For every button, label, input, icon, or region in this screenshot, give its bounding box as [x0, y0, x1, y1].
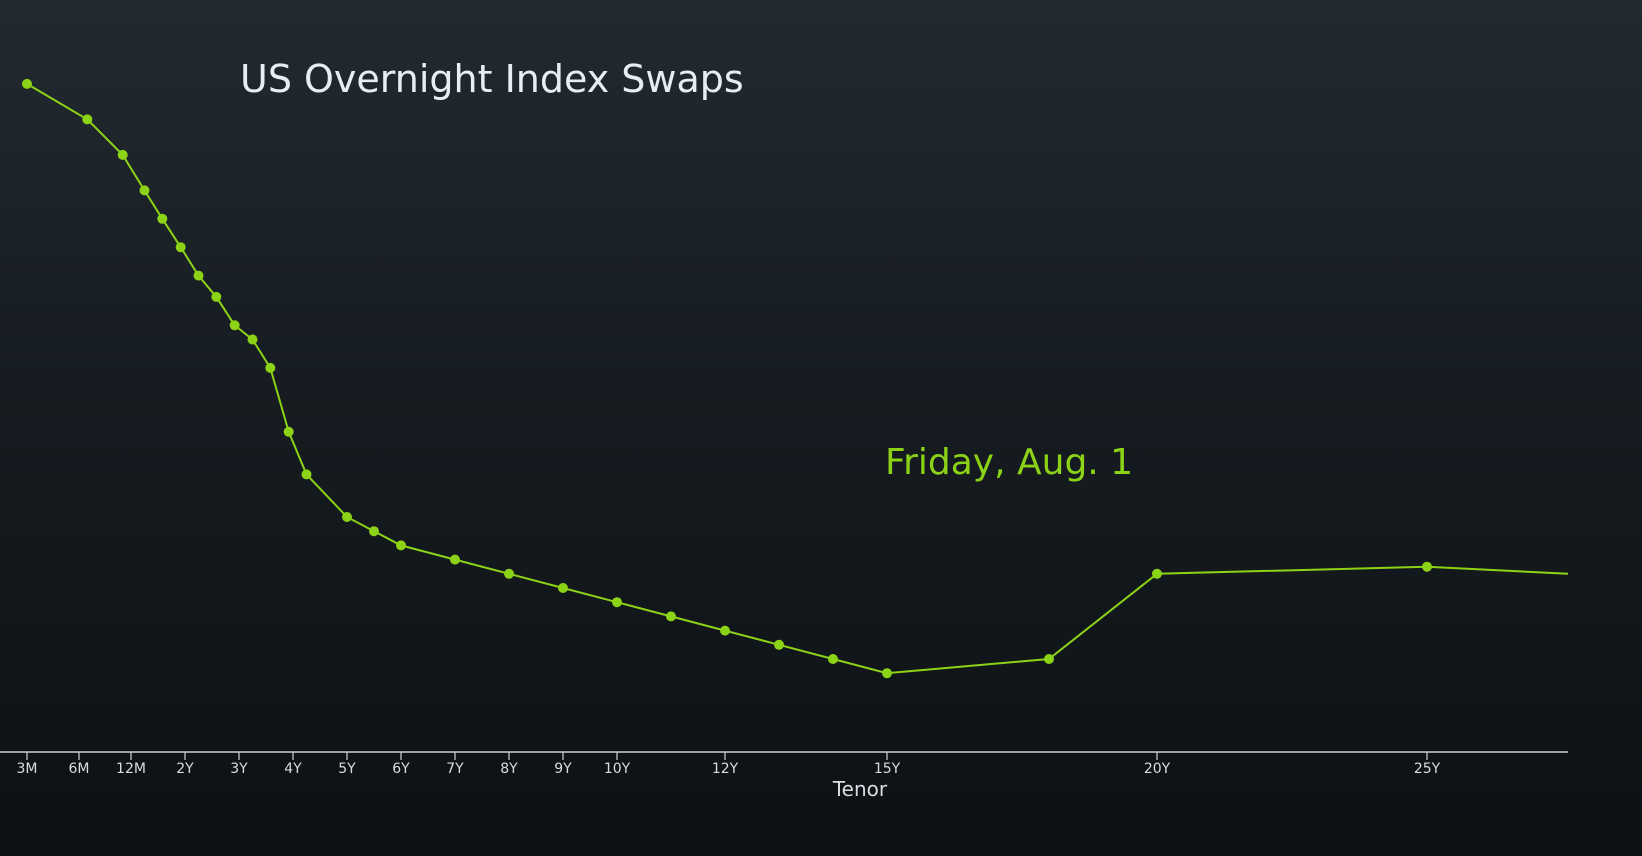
series-point	[175, 242, 186, 253]
x-tick-label: 4Y	[284, 761, 302, 777]
series-point	[117, 149, 128, 160]
series-point	[612, 597, 622, 608]
x-tick-label: 3M	[17, 761, 38, 777]
x-tick-label: 2Y	[176, 761, 194, 777]
series-point	[774, 639, 784, 650]
ois-chart: US Overnight Index Swaps 3M 6M 12M 2Y 3Y 4Y 5Y…	[0, 57, 1568, 801]
series-point	[265, 362, 276, 373]
series-point	[211, 291, 222, 302]
x-axis-label: Tenor	[832, 777, 888, 801]
series-point	[193, 270, 204, 281]
series-point	[369, 526, 379, 537]
series-point	[666, 611, 676, 622]
x-tick-label: 6M	[69, 761, 90, 777]
series-point	[1044, 654, 1054, 664]
series-point	[342, 512, 352, 522]
series-point	[22, 78, 32, 89]
series-point	[396, 540, 406, 551]
x-tick-label: 20Y	[1144, 761, 1171, 777]
legend: Friday, Aug. 1	[885, 442, 1133, 483]
series-point	[882, 668, 892, 679]
x-axis-ticks: 3M 6M 12M 2Y 3Y 4Y 5Y 6Y 7Y 8Y 9Y 10Y 12Y 15Y 20Y 25Y	[17, 752, 1441, 777]
x-tick-label: 3Y	[230, 761, 248, 777]
series-point	[1152, 568, 1162, 579]
chart-title: US Overnight Index Swaps	[240, 57, 744, 101]
series-point	[720, 625, 730, 636]
series-point	[1422, 561, 1432, 572]
series-point	[504, 568, 514, 579]
series-layer	[22, 78, 1568, 679]
series-point	[450, 554, 460, 565]
series-point	[828, 654, 838, 664]
series-point	[558, 583, 568, 593]
series-1	[22, 78, 1568, 679]
series-point	[301, 469, 312, 480]
x-tick-label: 5Y	[338, 761, 356, 777]
x-tick-label: 12Y	[712, 761, 739, 777]
series-line	[26, 83, 1568, 675]
x-tick-label: 12M	[116, 761, 146, 777]
series-point	[283, 426, 294, 437]
x-tick-label: 9Y	[554, 761, 572, 777]
series-point	[157, 213, 168, 224]
series-point	[247, 334, 258, 345]
series-point	[229, 320, 240, 331]
chart-stage: US Overnight Index Swaps 3M 6M 12M 2Y 3Y 4Y 5Y…	[0, 57, 1568, 801]
x-tick-label: 8Y	[500, 761, 518, 777]
x-tick-label: 7Y	[446, 761, 464, 777]
series-point	[82, 114, 93, 125]
x-tick-label: 6Y	[392, 761, 410, 777]
x-tick-label: 15Y	[874, 761, 901, 777]
series-point	[139, 185, 150, 196]
legend-entry: Friday, Aug. 1	[885, 442, 1133, 483]
x-tick-label: 10Y	[604, 761, 631, 777]
x-tick-label: 25Y	[1414, 761, 1441, 777]
